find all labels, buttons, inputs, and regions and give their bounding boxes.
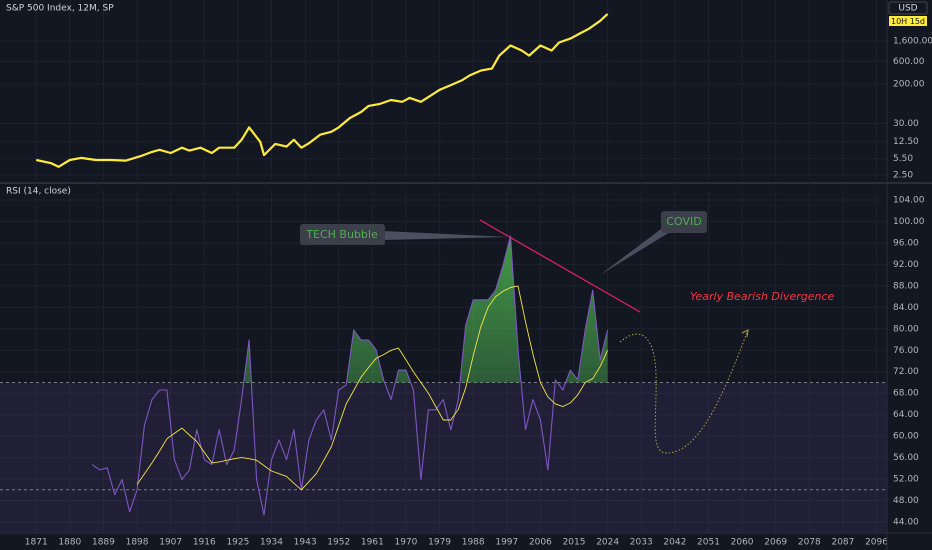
x-tick-label: 1970	[395, 538, 418, 548]
y-tick-label: 30.00	[893, 119, 919, 129]
y-tick-label: 48.00	[893, 496, 919, 506]
callout-box	[300, 224, 385, 245]
x-tick-label: 1979	[428, 538, 451, 548]
projection-path	[619, 329, 749, 454]
x-tick-label: 1943	[294, 538, 317, 548]
callout-pointer	[600, 226, 670, 275]
rsi-band	[0, 382, 887, 533]
x-tick-label: 2051	[697, 538, 720, 548]
currency-box[interactable]	[888, 1, 928, 15]
rsi-title: RSI (14, close)	[6, 187, 71, 197]
x-tick-label: 1988	[462, 538, 485, 548]
series-line	[35, 13, 609, 168]
y-tick-label: 84.00	[893, 303, 919, 313]
x-tick-label: 2087	[831, 538, 854, 548]
y-tick-label: 60.00	[893, 432, 919, 442]
plot	[0, 0, 887, 180]
y-tick-label: 200.00	[893, 80, 925, 90]
x-tick-label: 1907	[159, 538, 182, 548]
y-tick-label: 2.50	[893, 170, 913, 180]
series-line	[91, 235, 609, 516]
y-tick-label: 92.00	[893, 260, 919, 270]
projection-arrow	[741, 329, 749, 338]
series-line	[136, 285, 609, 491]
trend-line	[479, 219, 641, 313]
callout-pointer	[383, 231, 510, 240]
overbought-fill	[92, 236, 608, 383]
y-tick-label: 80.00	[893, 324, 919, 334]
annotation: COVID	[666, 215, 701, 228]
y-tick-label: 56.00	[893, 453, 919, 463]
y-tick-label: 44.00	[893, 517, 919, 527]
y-tick-label: 88.00	[893, 281, 919, 291]
x-tick-label: 1871	[25, 538, 48, 548]
x-tick-label: 2078	[798, 538, 821, 548]
x-tick-label: 2024	[596, 538, 619, 548]
x-tick-label: 2096	[865, 538, 888, 548]
callout-box	[661, 211, 707, 233]
x-tick-label: 2033	[630, 538, 653, 548]
x-tick-label: 1934	[260, 538, 283, 548]
countdown: 10H 15d	[891, 17, 925, 26]
pane	[0, 189, 887, 533]
countdown-tag	[889, 16, 927, 26]
y-tick-label: 72.00	[893, 367, 919, 377]
x-tick-label: 1961	[361, 538, 384, 548]
x-tick-label: 1880	[58, 538, 81, 548]
y-tick-label: 104.00	[893, 196, 925, 206]
annotation: TECH Bubble	[305, 228, 378, 241]
y-tick-label: 76.00	[893, 346, 919, 356]
y-tick-label: 5.50	[893, 154, 913, 164]
x-tick-label: 2042	[663, 538, 686, 548]
x-tick-label: 1916	[193, 538, 216, 548]
y-tick-label: 96.00	[893, 238, 919, 248]
x-tick-label: 1925	[226, 538, 249, 548]
y-tick-label: 64.00	[893, 410, 919, 420]
pane	[0, 0, 887, 180]
x-tick-label: 2060	[731, 538, 754, 548]
x-tick-label: 1889	[92, 538, 115, 548]
x-tick-label: 1952	[327, 538, 350, 548]
main-title: S&P 500 Index, 12M, SP	[6, 4, 114, 14]
x-tick-label: 2069	[764, 538, 787, 548]
y-tick-label: 600.00	[893, 57, 925, 67]
y-tick-label: 52.00	[893, 475, 919, 485]
currency[interactable]: USD	[898, 4, 917, 14]
y-tick-label: 1,600.00	[893, 36, 932, 46]
x-tick-label: 1898	[126, 538, 149, 548]
x-tick-label: 2006	[529, 538, 552, 548]
x-tick-label: 2015	[563, 538, 586, 548]
y-tick-label: 12.50	[893, 137, 919, 147]
annotation: Yearly Bearish Divergence	[690, 290, 835, 303]
x-tick-label: 1997	[495, 538, 518, 548]
plot	[0, 189, 887, 533]
y-tick-label: 100.00	[893, 217, 925, 227]
y-tick-label: 68.00	[893, 389, 919, 399]
